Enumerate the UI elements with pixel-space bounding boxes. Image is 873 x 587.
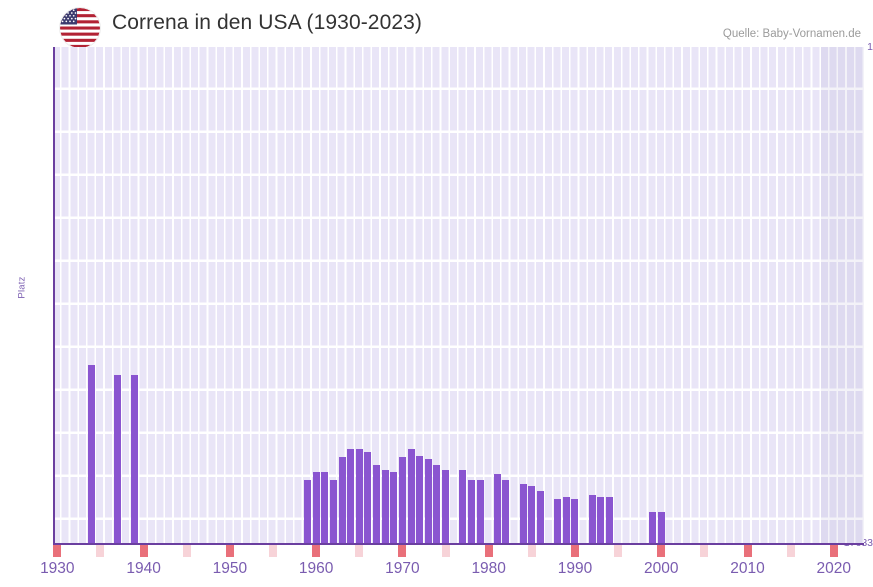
x-axis-tick-label: 1990 <box>557 560 593 577</box>
bar[interactable] <box>114 375 122 544</box>
bar[interactable] <box>381 470 389 544</box>
plot-area <box>53 47 864 544</box>
x-tick-minor <box>441 545 450 557</box>
bar[interactable] <box>536 490 544 544</box>
bar[interactable] <box>364 452 372 544</box>
bar[interactable] <box>442 470 450 544</box>
x-tick-minor <box>355 545 364 557</box>
bar[interactable] <box>347 449 355 544</box>
bar[interactable] <box>329 479 337 544</box>
x-axis-tick-label: 1980 <box>471 560 506 577</box>
x-tick-minor <box>786 545 795 557</box>
forecast-shaded-region <box>820 47 864 544</box>
x-tick-minor <box>96 545 105 557</box>
x-axis-tick-label: 1960 <box>298 560 334 577</box>
bar[interactable] <box>571 499 579 544</box>
x-tick-major <box>570 545 579 557</box>
bar[interactable] <box>398 457 406 544</box>
usa-flag-icon <box>60 8 100 48</box>
bar[interactable] <box>416 456 424 544</box>
bar[interactable] <box>519 483 527 544</box>
x-tick-major <box>139 545 148 557</box>
x-tick-major <box>657 545 666 557</box>
bar[interactable] <box>338 457 346 544</box>
bar[interactable] <box>597 496 605 544</box>
x-axis-tick-label: 2020 <box>816 560 852 577</box>
y-axis-line <box>53 47 55 545</box>
x-tick-minor <box>182 545 191 557</box>
bar[interactable] <box>502 479 510 544</box>
x-axis-line <box>53 543 864 545</box>
x-tick-major <box>312 545 321 557</box>
x-axis-tick-strip <box>53 545 864 557</box>
page-title: Correna in den USA (1930-2023) <box>112 11 423 34</box>
x-tick-major <box>743 545 752 557</box>
x-tick-minor <box>527 545 536 557</box>
bar[interactable] <box>304 479 312 544</box>
x-axis-tick-label: 1970 <box>385 560 420 577</box>
bar[interactable] <box>467 479 475 544</box>
y-axis-tick-top: 1 <box>867 41 873 53</box>
bar[interactable] <box>424 459 432 544</box>
x-tick-minor <box>269 545 277 557</box>
x-axis-tick-label: 1930 <box>40 560 75 577</box>
bar[interactable] <box>355 449 363 544</box>
bar[interactable] <box>476 479 484 544</box>
x-tick-minor <box>614 545 623 557</box>
bar[interactable] <box>88 365 96 544</box>
bar[interactable] <box>493 474 501 544</box>
bar[interactable] <box>390 472 398 544</box>
bar[interactable] <box>321 472 329 544</box>
x-tick-major <box>398 545 407 557</box>
bar[interactable] <box>588 494 596 544</box>
bar[interactable] <box>554 499 562 544</box>
y-axis-title: Platz <box>16 276 28 299</box>
chart-header: Correna in den USA (1930-2023) Quelle: B… <box>0 0 873 48</box>
bar[interactable] <box>459 470 467 544</box>
x-axis-tick-label: 2000 <box>644 560 679 577</box>
x-tick-minor <box>700 545 709 557</box>
source-label: Quelle: Baby-Vornamen.de <box>722 28 861 40</box>
bar[interactable] <box>407 449 415 544</box>
x-axis-tick-label: 2010 <box>730 560 765 577</box>
x-tick-major <box>829 545 838 557</box>
bar[interactable] <box>657 512 665 544</box>
bar[interactable] <box>649 512 657 544</box>
x-axis-tick-label: 1940 <box>126 560 161 577</box>
bar[interactable] <box>562 496 570 544</box>
x-axis-labels: 1930 1940 1950 1960 1970 1980 1990 2000 2010 2020 <box>0 560 873 584</box>
bar[interactable] <box>605 496 613 544</box>
bar[interactable] <box>528 485 536 544</box>
x-axis-tick-label: 1950 <box>212 560 248 577</box>
bar[interactable] <box>373 465 381 544</box>
x-tick-major <box>225 545 234 557</box>
bar[interactable] <box>131 375 139 544</box>
x-tick-major <box>484 545 493 557</box>
bar[interactable] <box>433 465 441 544</box>
bar[interactable] <box>312 472 320 544</box>
x-tick-major <box>53 545 62 557</box>
